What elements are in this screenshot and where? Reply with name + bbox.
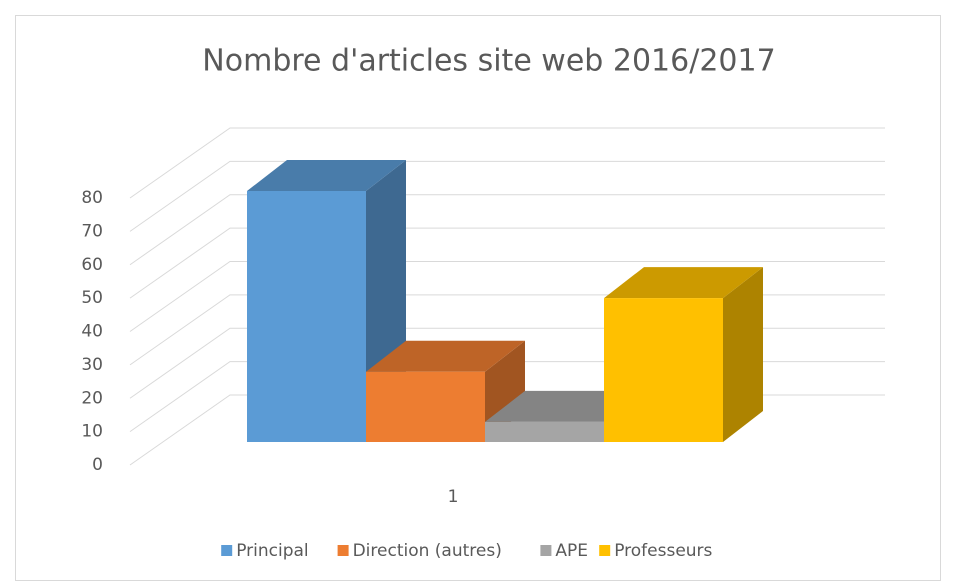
y-tick-label: 30 — [81, 355, 103, 375]
y-tick-label: 60 — [81, 255, 103, 275]
grid-line — [129, 227, 885, 299]
legend-label: Direction (autres) — [353, 541, 502, 561]
y-tick-label: 80 — [81, 188, 103, 208]
x-tick-label: 1 — [448, 487, 459, 507]
y-tick-label: 20 — [81, 388, 103, 408]
y-tick-label: 70 — [81, 221, 103, 241]
legend-swatch — [221, 545, 233, 556]
legend-label: Professeurs — [614, 541, 712, 561]
bar-front — [366, 371, 485, 442]
legend-label: APE — [555, 541, 588, 561]
bar-front — [247, 191, 366, 442]
y-tick-label: 10 — [81, 422, 103, 442]
y-tick-label: 0 — [92, 455, 103, 475]
chart-border — [15, 15, 941, 581]
y-tick-label: 50 — [81, 288, 103, 308]
grid-line — [129, 160, 885, 232]
grid-line — [129, 261, 885, 332]
y-tick-label: 40 — [81, 322, 103, 342]
bar-top — [604, 267, 763, 299]
legend: Principal Direction (autres) APE Professeur… — [221, 541, 713, 561]
bar-front — [485, 421, 604, 442]
legend-swatch — [337, 545, 349, 556]
legend-swatch — [540, 545, 552, 556]
grid-line — [129, 194, 885, 266]
bar-top — [247, 160, 406, 191]
bar — [604, 267, 763, 442]
legend-label: Principal — [236, 541, 308, 561]
bar-top — [366, 340, 525, 372]
chart-title: Nombre d'articles site web 2016/2017 — [202, 44, 775, 79]
bar-side — [723, 267, 763, 442]
legend-swatch — [599, 545, 611, 556]
grid-line — [129, 127, 885, 199]
bar-front — [604, 298, 723, 442]
